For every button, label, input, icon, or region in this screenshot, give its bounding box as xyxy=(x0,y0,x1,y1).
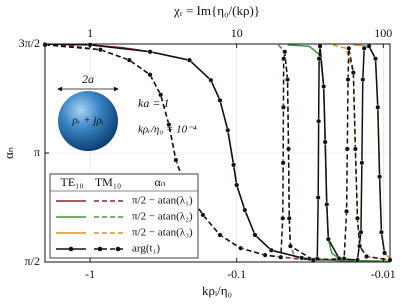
point xyxy=(287,243,293,249)
point xyxy=(375,104,381,110)
y-tick-label: π xyxy=(34,145,40,159)
point xyxy=(359,160,365,166)
point xyxy=(217,97,223,103)
point xyxy=(316,56,322,62)
point xyxy=(200,212,206,218)
point xyxy=(352,146,358,152)
y-tick-label: π/2 xyxy=(25,254,40,268)
point xyxy=(317,43,323,49)
point xyxy=(377,174,383,180)
x2-tick-label: 10 xyxy=(231,26,243,40)
point xyxy=(262,252,268,258)
point xyxy=(357,243,363,249)
point xyxy=(280,104,286,110)
point xyxy=(346,45,352,51)
point xyxy=(344,146,350,152)
legend-swatch xyxy=(97,246,103,252)
point xyxy=(281,56,287,62)
point xyxy=(382,250,388,256)
y-axis-title: αₙ xyxy=(1,147,16,159)
point xyxy=(344,208,350,214)
point xyxy=(325,236,331,242)
point xyxy=(322,139,328,145)
point xyxy=(208,77,214,83)
point xyxy=(360,77,366,83)
y-tick-label: 3π/2 xyxy=(19,36,40,50)
x2-tick-label: 100 xyxy=(374,26,392,40)
legend-label: π/2 − atan(λ₃) xyxy=(132,227,193,239)
point xyxy=(166,122,172,128)
series-line xyxy=(44,44,391,261)
x-tick-label: -0.1 xyxy=(227,267,246,281)
point xyxy=(354,215,360,221)
legend-label: π/2 − atan(λ₂) xyxy=(132,211,193,223)
point xyxy=(321,83,327,89)
point xyxy=(234,182,240,188)
inset: 2a ρᵣ + jρᵢ ka = 1 kρᵣ/η₀ = 10⁻⁴ xyxy=(57,72,197,151)
point xyxy=(278,254,284,260)
point xyxy=(173,157,179,163)
x-tick-label: -0.01 xyxy=(371,267,396,281)
point xyxy=(373,56,379,62)
point xyxy=(361,45,367,51)
point xyxy=(252,232,258,238)
point xyxy=(231,162,237,168)
point xyxy=(225,127,231,133)
legend: TE₁₀ TM₁₀ αₙ π/2 − atan(λ₁) π/2 − atan(λ₂) π/… xyxy=(49,173,199,259)
legend-swatch xyxy=(115,246,121,252)
point xyxy=(147,49,153,55)
point xyxy=(315,195,321,201)
top-axis-title: χᵣ = Im{η₀/(kρ)} xyxy=(173,3,260,18)
point xyxy=(345,77,351,83)
point xyxy=(350,70,356,76)
point xyxy=(280,160,286,166)
point xyxy=(316,118,322,124)
legend-box xyxy=(49,173,199,259)
legend-header: αₙ xyxy=(154,175,165,189)
point xyxy=(341,256,347,262)
legend-header: TM₁₀ xyxy=(95,175,121,189)
point xyxy=(282,49,288,55)
point xyxy=(364,254,370,260)
point xyxy=(280,215,286,221)
legend-swatch xyxy=(68,246,74,252)
sphere xyxy=(58,91,118,151)
point xyxy=(286,146,292,152)
point xyxy=(366,43,372,49)
annotation: ρᵣ + jρᵢ xyxy=(72,115,104,127)
point xyxy=(147,72,153,78)
series-line xyxy=(332,44,391,261)
point xyxy=(186,57,192,63)
point xyxy=(286,215,292,221)
x-tick-label: -1 xyxy=(85,267,95,281)
point xyxy=(299,255,305,261)
point xyxy=(126,57,132,63)
point xyxy=(217,232,223,238)
point xyxy=(242,207,248,213)
annotation: ka = 1 xyxy=(138,96,169,110)
legend-label: π/2 − atan(λ₁) xyxy=(132,195,193,207)
point xyxy=(324,201,330,207)
point xyxy=(158,92,164,98)
annotation: 2a xyxy=(82,72,94,86)
x-axis-title: kρᵢ/η₀ xyxy=(202,283,232,298)
x2-tick-label: 1 xyxy=(87,26,93,40)
point xyxy=(238,245,244,251)
legend-label: arg(t₁) xyxy=(132,243,160,255)
point xyxy=(378,229,384,235)
point xyxy=(358,229,364,235)
point xyxy=(268,247,274,253)
legend-header: TE₁₀ xyxy=(60,175,83,189)
point xyxy=(97,47,103,53)
annotation: kρᵣ/η₀ = 10⁻⁴ xyxy=(138,124,197,136)
point xyxy=(285,77,291,83)
